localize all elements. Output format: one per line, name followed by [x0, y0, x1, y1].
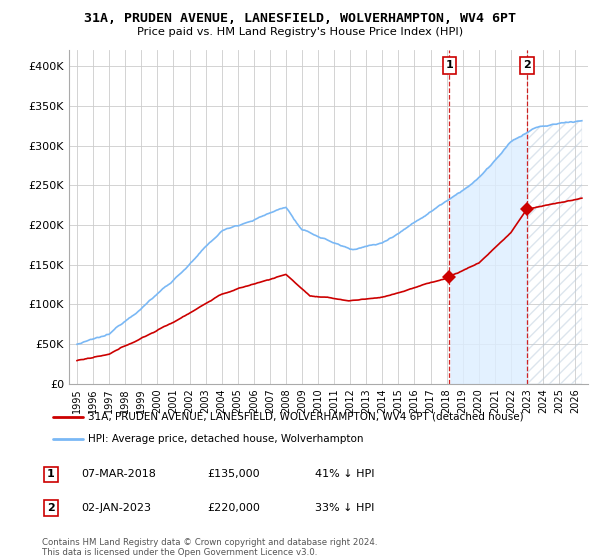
Text: Price paid vs. HM Land Registry's House Price Index (HPI): Price paid vs. HM Land Registry's House … — [137, 27, 463, 37]
Text: 2: 2 — [47, 503, 55, 513]
Text: 2: 2 — [523, 60, 531, 71]
Text: 31A, PRUDEN AVENUE, LANESFIELD, WOLVERHAMPTON, WV4 6PT (detached house): 31A, PRUDEN AVENUE, LANESFIELD, WOLVERHA… — [88, 412, 524, 422]
Text: 31A, PRUDEN AVENUE, LANESFIELD, WOLVERHAMPTON, WV4 6PT: 31A, PRUDEN AVENUE, LANESFIELD, WOLVERHA… — [84, 12, 516, 25]
Text: £135,000: £135,000 — [207, 469, 260, 479]
Text: 1: 1 — [47, 469, 55, 479]
Text: 33% ↓ HPI: 33% ↓ HPI — [315, 503, 374, 513]
Text: 02-JAN-2023: 02-JAN-2023 — [81, 503, 151, 513]
Text: 41% ↓ HPI: 41% ↓ HPI — [315, 469, 374, 479]
Text: 1: 1 — [446, 60, 454, 71]
Text: £220,000: £220,000 — [207, 503, 260, 513]
Text: HPI: Average price, detached house, Wolverhampton: HPI: Average price, detached house, Wolv… — [88, 434, 364, 444]
Text: 07-MAR-2018: 07-MAR-2018 — [81, 469, 156, 479]
Text: Contains HM Land Registry data © Crown copyright and database right 2024.
This d: Contains HM Land Registry data © Crown c… — [42, 538, 377, 557]
